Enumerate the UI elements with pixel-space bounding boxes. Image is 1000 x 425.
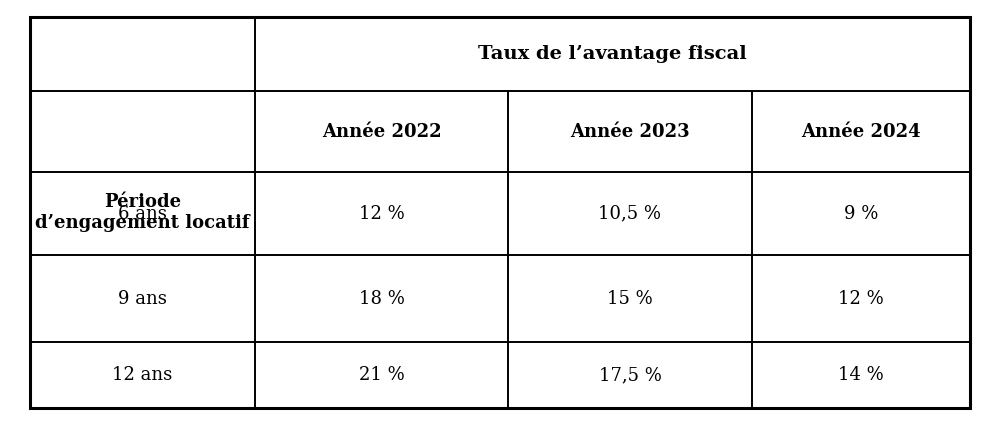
Text: 15 %: 15 % <box>607 289 653 308</box>
Text: Année 2024: Année 2024 <box>801 123 921 141</box>
Text: Taux de l’avantage fiscal: Taux de l’avantage fiscal <box>478 45 747 63</box>
Text: 6 ans: 6 ans <box>118 204 167 223</box>
Text: 12 %: 12 % <box>838 289 884 308</box>
Text: Année 2022: Année 2022 <box>322 123 441 141</box>
Text: 18 %: 18 % <box>359 289 404 308</box>
Text: 10,5 %: 10,5 % <box>598 204 662 223</box>
Text: Période
d’engagement locatif: Période d’engagement locatif <box>35 193 250 232</box>
Text: Année 2023: Année 2023 <box>570 123 690 141</box>
Text: 21 %: 21 % <box>359 366 404 384</box>
Text: 12 %: 12 % <box>359 204 404 223</box>
Text: 9 %: 9 % <box>844 204 878 223</box>
Text: 12 ans: 12 ans <box>112 366 173 384</box>
Text: 9 ans: 9 ans <box>118 289 167 308</box>
Text: 17,5 %: 17,5 % <box>599 366 661 384</box>
Text: 14 %: 14 % <box>838 366 884 384</box>
